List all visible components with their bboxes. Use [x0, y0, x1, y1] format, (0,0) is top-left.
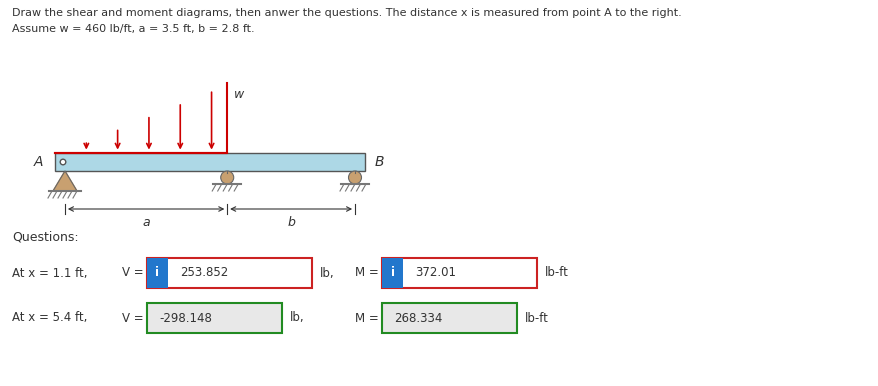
Text: V =: V =	[122, 312, 143, 325]
Text: w: w	[234, 88, 244, 101]
Text: 253.852: 253.852	[180, 266, 228, 279]
Text: a: a	[142, 216, 150, 229]
Text: Assume w = 460 lb/ft, a = 3.5 ft, b = 2.8 ft.: Assume w = 460 lb/ft, a = 3.5 ft, b = 2.…	[12, 24, 255, 34]
Text: Questions:: Questions:	[12, 231, 78, 244]
Bar	[382, 303, 516, 333]
Bar	[382, 258, 402, 288]
Text: M =: M =	[355, 266, 378, 279]
Bar	[382, 258, 536, 288]
Text: -298.148: -298.148	[159, 312, 212, 325]
Bar	[147, 258, 312, 288]
Text: At x = 1.1 ft,: At x = 1.1 ft,	[12, 266, 88, 279]
Text: V =: V =	[122, 266, 143, 279]
Text: i: i	[155, 266, 159, 279]
Bar	[147, 258, 168, 288]
Text: lb-ft: lb-ft	[544, 266, 568, 279]
Circle shape	[220, 171, 234, 184]
Text: 268.334: 268.334	[393, 312, 442, 325]
Text: lb,: lb,	[320, 266, 335, 279]
Text: lb-ft: lb-ft	[524, 312, 548, 325]
Polygon shape	[53, 171, 77, 191]
Text: 372.01: 372.01	[414, 266, 456, 279]
Bar	[55, 153, 364, 171]
Bar	[147, 303, 282, 333]
Text: B: B	[375, 155, 384, 169]
Text: lb,: lb,	[290, 312, 305, 325]
Text: At x = 5.4 ft,: At x = 5.4 ft,	[12, 312, 87, 325]
Text: b: b	[287, 216, 295, 229]
Circle shape	[60, 159, 66, 165]
Text: M =: M =	[355, 312, 378, 325]
Text: A: A	[33, 155, 43, 169]
Circle shape	[348, 171, 361, 184]
Text: i: i	[390, 266, 394, 279]
Text: Draw the shear and moment diagrams, then anwer the questions. The distance x is : Draw the shear and moment diagrams, then…	[12, 8, 681, 18]
